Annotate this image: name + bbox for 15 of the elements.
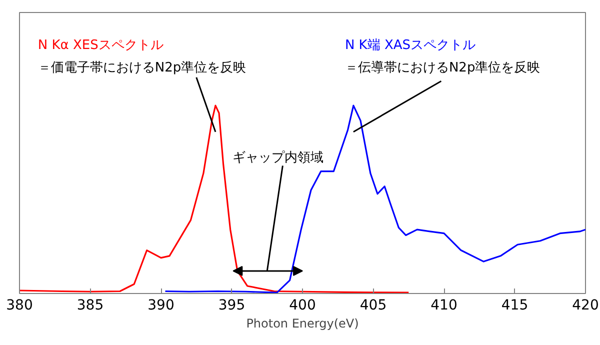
annotation: ギャップ内領域 — [232, 150, 324, 166]
text: N Kα XESスペクトル — [38, 38, 164, 53]
x-tick-label: 380 — [6, 298, 33, 314]
x-tick-label: 415 — [501, 298, 528, 314]
text: ＝価電子帯におけるN2p準位を反映 — [38, 60, 246, 76]
x-tick-label: 420 — [572, 298, 599, 314]
x-tick-label: 390 — [148, 298, 174, 314]
x-tick-label: 385 — [76, 298, 104, 314]
x-tick-label: 405 — [360, 298, 387, 314]
x-tick-label: 400 — [289, 298, 316, 314]
x-tick-label: 395 — [218, 298, 246, 314]
text: ＝伝導帯におけるN2p準位を反映 — [344, 60, 540, 76]
x-tick-label: 410 — [430, 298, 458, 314]
x-axis-title: Photon Energy(eV) — [246, 316, 359, 330]
text: N K端 XASスペクトル — [344, 38, 476, 53]
